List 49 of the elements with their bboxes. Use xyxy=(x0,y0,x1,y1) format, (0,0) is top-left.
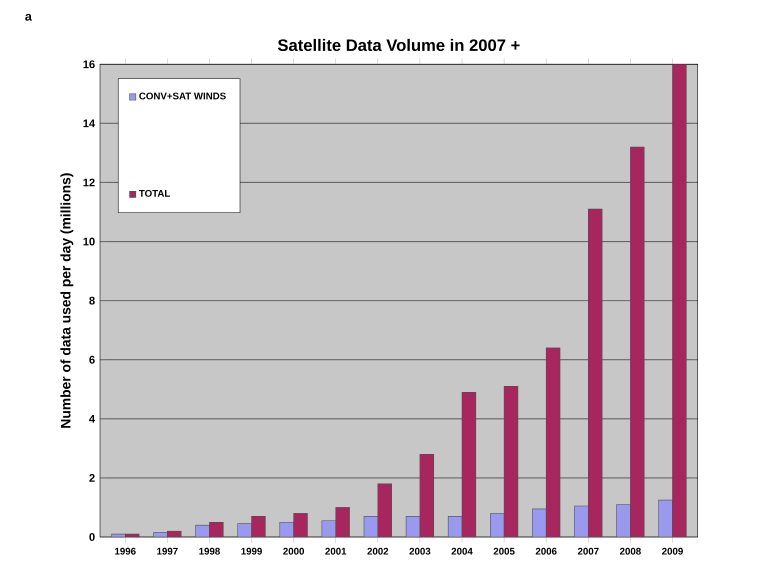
y-tick-label: 4 xyxy=(89,415,96,423)
chart-title: Satellite Data Volume in 2007 + xyxy=(278,38,520,52)
y-tick-label: 10 xyxy=(83,238,95,246)
bar xyxy=(420,454,434,537)
bar xyxy=(378,484,392,537)
bar xyxy=(364,516,378,537)
x-tick-label: 2008 xyxy=(620,548,641,555)
bar xyxy=(462,392,476,537)
bar xyxy=(335,507,350,537)
bar xyxy=(532,508,546,537)
x-tick-label: 2004 xyxy=(452,548,473,555)
bar xyxy=(574,506,588,537)
bar xyxy=(406,516,420,537)
x-tick-label: 2001 xyxy=(325,548,346,555)
bar xyxy=(504,386,518,537)
x-tick-label: 1998 xyxy=(199,548,220,555)
bar xyxy=(251,516,266,537)
x-tick-label: 2007 xyxy=(578,548,599,555)
y-tick-label: 12 xyxy=(83,178,95,186)
bar xyxy=(658,500,673,537)
bar xyxy=(672,64,687,537)
x-tick-label: 2000 xyxy=(283,548,304,555)
bar xyxy=(630,146,645,537)
y-tick-label: 8 xyxy=(89,296,95,305)
x-tick-label: 1999 xyxy=(241,548,262,555)
x-tick-label: 2005 xyxy=(494,548,515,555)
legend-label: TOTAL xyxy=(139,190,170,197)
bar xyxy=(546,348,560,537)
x-tick-label: 2009 xyxy=(662,548,683,555)
x-tick-label: 1996 xyxy=(115,548,136,555)
y-tick-label: 0 xyxy=(89,533,95,541)
x-tick-label: 1997 xyxy=(157,548,178,555)
y-tick-label: 16 xyxy=(83,60,95,68)
bar xyxy=(280,522,294,537)
bar xyxy=(448,516,462,537)
y-tick-label: 14 xyxy=(83,120,96,128)
y-axis-title: Number of data used per day (millions) xyxy=(60,173,74,428)
x-tick-label: 2006 xyxy=(536,548,557,555)
y-tick-label: 6 xyxy=(89,356,95,364)
legend-label: CONV+SAT WINDS xyxy=(139,92,226,100)
bar xyxy=(322,520,336,537)
bar xyxy=(490,513,504,537)
x-tick-label: 2003 xyxy=(409,548,430,555)
bar xyxy=(616,504,631,537)
x-tick-label: 2002 xyxy=(367,548,388,555)
bar xyxy=(293,513,308,537)
bar xyxy=(588,209,602,537)
text: a xyxy=(25,14,32,21)
y-tick-label: 2 xyxy=(89,474,95,482)
